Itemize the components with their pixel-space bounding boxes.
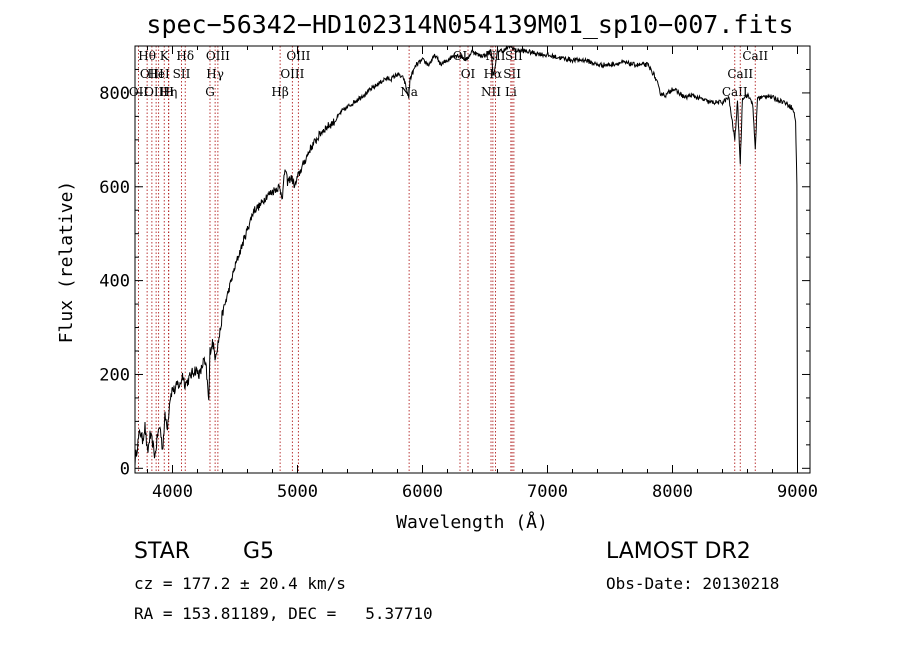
- y-tick-label-0: 0: [120, 459, 130, 479]
- marker-label-3: OIII: [144, 85, 168, 99]
- y-tick-label-4: 800: [99, 84, 130, 104]
- x-tick-label-2: 6000: [402, 482, 443, 502]
- x-axis-label: Wavelength (Å): [396, 511, 548, 533]
- marker-label-12: OIII: [206, 49, 230, 63]
- marker-label-4: HeI: [147, 67, 170, 81]
- marker-label-8: SII: [173, 67, 191, 81]
- spectral-line-markers: OIIHθOIIIOIIIHeIKHηHSIIHδGHγOIIIHβOIIIOI…: [129, 46, 768, 473]
- y-tick-label-1: 200: [99, 365, 130, 385]
- marker-label-23: SII: [503, 67, 521, 81]
- object-subclass: G5: [243, 539, 275, 564]
- y-tick-label-3: 600: [99, 178, 130, 198]
- object-class: STAR: [134, 539, 191, 564]
- marker-label-10: G: [205, 85, 215, 99]
- marker-label-5: K: [160, 49, 170, 63]
- x-tick-label-4: 8000: [652, 482, 693, 502]
- axis-ticks: 4000 5000 6000 7000 8000 9000 0 200 400 600 800: [99, 46, 818, 502]
- y-axis-label: Flux (relative): [56, 181, 77, 344]
- marker-label-27: CaII: [742, 49, 768, 63]
- marker-label-21: NII: [486, 49, 506, 63]
- marker-label-1: Hθ: [138, 49, 156, 63]
- spectrum-series: [134, 45, 798, 469]
- marker-label-9: Hδ: [176, 49, 194, 63]
- marker-label-26: CaII: [727, 67, 753, 81]
- y-tick-label-2: 400: [99, 272, 130, 292]
- x-tick-label-0: 4000: [152, 482, 193, 502]
- marker-label-13: Hβ: [271, 85, 288, 99]
- marker-label-15: OIII: [286, 49, 310, 63]
- x-tick-label-1: 5000: [277, 482, 318, 502]
- marker-label-24: SII: [505, 49, 523, 63]
- spectrum-line: [134, 45, 798, 469]
- survey-name: LAMOST DR2: [606, 539, 751, 564]
- chart-title: spec−56342−HD102314N054139M01_sp10−007.f…: [146, 10, 793, 39]
- marker-label-7: H: [164, 85, 174, 99]
- marker-label-19: NII: [481, 85, 501, 99]
- ra-dec-readout: RA = 153.81189, DEC = 5.37710: [134, 604, 433, 623]
- x-tick-label-3: 7000: [527, 482, 568, 502]
- marker-label-0: OII: [129, 85, 149, 99]
- plot-frame: [134, 45, 811, 474]
- marker-label-2: OIII: [140, 67, 164, 81]
- marker-label-11: Hγ: [206, 67, 224, 81]
- marker-label-25: CaII: [722, 85, 748, 99]
- marker-label-18: OI: [461, 67, 476, 81]
- marker-label-22: Li: [505, 85, 517, 99]
- marker-label-14: OIII: [280, 67, 304, 81]
- x-tick-label-5: 9000: [777, 482, 818, 502]
- redshift-readout: cz = 177.2 ± 20.4 km/s: [134, 574, 346, 593]
- obs-date: Obs-Date: 20130218: [606, 574, 780, 593]
